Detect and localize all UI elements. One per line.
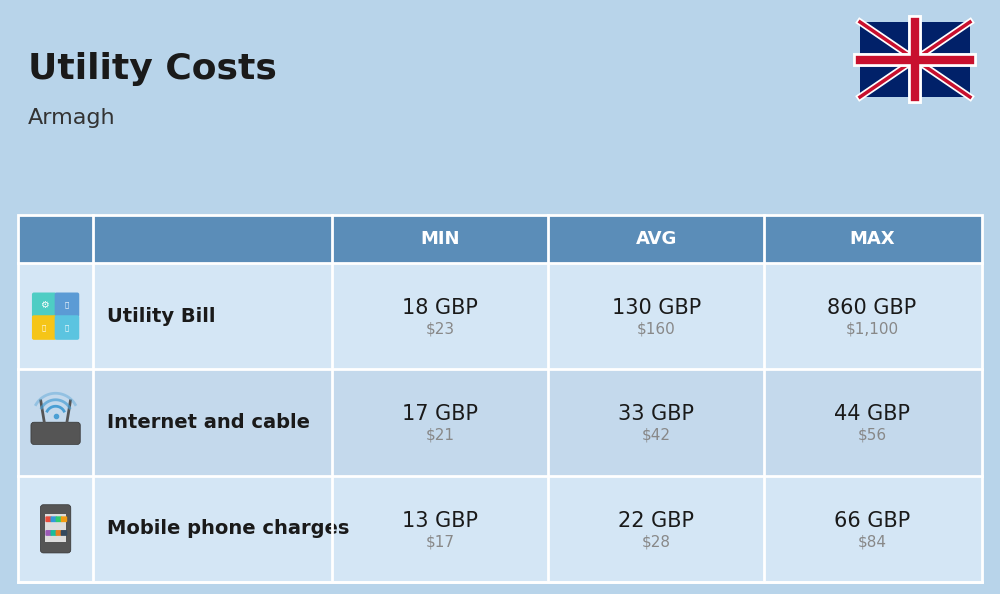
Text: $21: $21: [426, 428, 455, 443]
Text: $28: $28: [642, 535, 671, 549]
Text: Internet and cable: Internet and cable: [107, 413, 310, 432]
FancyBboxPatch shape: [18, 215, 982, 263]
Text: 👤: 👤: [65, 302, 69, 308]
Text: $1,100: $1,100: [846, 322, 899, 337]
Text: 18 GBP: 18 GBP: [402, 298, 478, 318]
Text: Mobile phone charges: Mobile phone charges: [107, 519, 350, 538]
Text: 33 GBP: 33 GBP: [618, 405, 694, 425]
FancyBboxPatch shape: [45, 530, 52, 536]
FancyBboxPatch shape: [32, 292, 57, 317]
FancyBboxPatch shape: [56, 530, 62, 536]
Text: $160: $160: [637, 322, 676, 337]
Text: Utility Bill: Utility Bill: [107, 307, 216, 326]
FancyBboxPatch shape: [32, 315, 57, 340]
Text: 13 GBP: 13 GBP: [402, 511, 478, 531]
Text: 🔌: 🔌: [42, 324, 46, 331]
Text: 130 GBP: 130 GBP: [612, 298, 701, 318]
Text: 🚿: 🚿: [65, 324, 69, 331]
Text: 66 GBP: 66 GBP: [834, 511, 910, 531]
FancyBboxPatch shape: [45, 514, 66, 542]
Text: $42: $42: [642, 428, 671, 443]
FancyBboxPatch shape: [55, 315, 79, 340]
Text: 860 GBP: 860 GBP: [827, 298, 917, 318]
Text: MIN: MIN: [420, 230, 460, 248]
Text: 17 GBP: 17 GBP: [402, 405, 478, 425]
Text: AVG: AVG: [635, 230, 677, 248]
Text: $17: $17: [426, 535, 455, 549]
Text: Armagh: Armagh: [28, 108, 116, 128]
Text: 22 GBP: 22 GBP: [618, 511, 694, 531]
FancyBboxPatch shape: [61, 516, 67, 522]
FancyBboxPatch shape: [18, 369, 982, 476]
FancyBboxPatch shape: [61, 530, 67, 536]
Text: ⚙: ⚙: [40, 300, 49, 310]
Text: $23: $23: [426, 322, 455, 337]
Text: $84: $84: [858, 535, 887, 549]
FancyBboxPatch shape: [31, 422, 80, 444]
Text: Utility Costs: Utility Costs: [28, 52, 277, 86]
FancyBboxPatch shape: [18, 263, 982, 369]
FancyBboxPatch shape: [40, 505, 71, 553]
Text: 44 GBP: 44 GBP: [834, 405, 910, 425]
FancyBboxPatch shape: [45, 516, 52, 522]
FancyBboxPatch shape: [50, 516, 57, 522]
FancyBboxPatch shape: [860, 22, 970, 97]
FancyBboxPatch shape: [56, 516, 62, 522]
FancyBboxPatch shape: [50, 530, 57, 536]
FancyBboxPatch shape: [55, 292, 79, 317]
FancyBboxPatch shape: [18, 476, 982, 582]
Text: $56: $56: [858, 428, 887, 443]
Text: MAX: MAX: [849, 230, 895, 248]
